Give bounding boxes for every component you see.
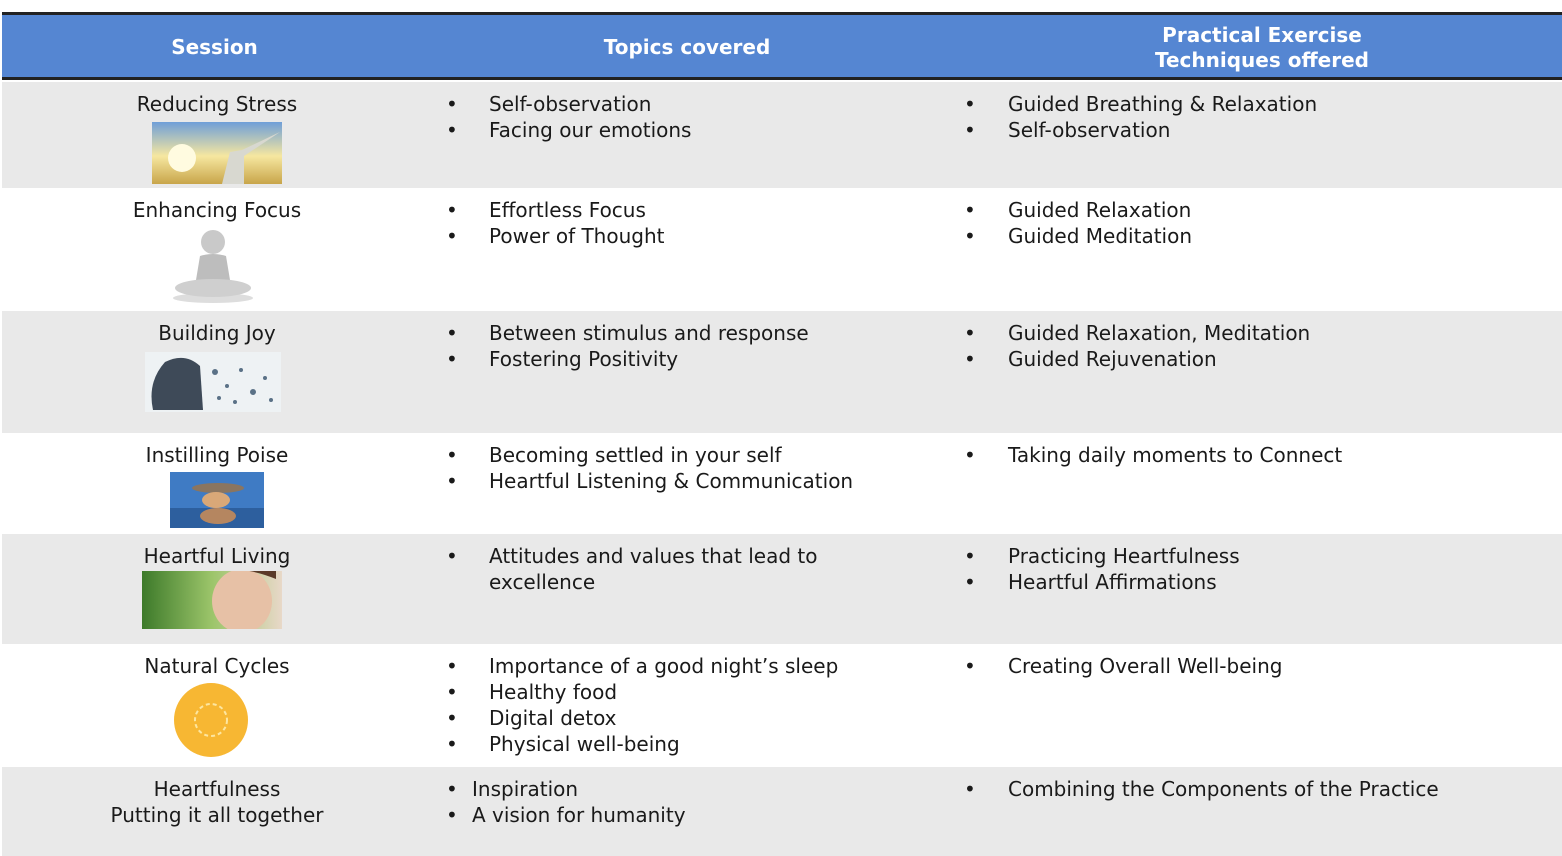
topic-item: Becoming settled in your self [489, 443, 782, 467]
exercise-item: Creating Overall Well-being [1008, 654, 1283, 678]
session-title: Building Joy [158, 321, 276, 345]
exercise-item: Heartful Affirmations [1008, 570, 1217, 594]
bullet: • [964, 198, 976, 222]
bullet: • [964, 224, 976, 248]
bullet: • [446, 347, 458, 371]
topic-item: Between stimulus and response [489, 321, 809, 345]
topic-item: Heartful Listening & Communication [489, 469, 854, 493]
topic-item: Power of Thought [489, 224, 665, 248]
header-cell: Techniques offered [1155, 48, 1369, 72]
topic-item: Physical well-being [489, 732, 680, 756]
image-face [142, 571, 282, 629]
bullet: • [446, 443, 458, 467]
table-row: Instilling Poise • Becoming settled in you… [2, 433, 1562, 534]
image-meditating-figure [173, 230, 253, 303]
topic-item: Attitudes and values that lead to excell… [489, 544, 818, 594]
bullet: • [964, 321, 976, 345]
topic-item: Effortless Focus [489, 198, 646, 222]
session-title: Putting it all together [110, 803, 324, 827]
topic-item: Healthy food [489, 680, 618, 704]
topic-item: A vision for humanity [472, 803, 686, 827]
bullet: • [964, 544, 976, 568]
table-header: Session Topics covered Practical Exercise T… [2, 12, 1562, 80]
table-row: Enhancing Focus • Effortless Focus • Power o… [2, 188, 1562, 311]
topic-item: Inspiration [472, 777, 579, 801]
bullet: • [446, 321, 458, 345]
exercise-item: Guided Meditation [1008, 224, 1193, 248]
exercise-item: Guided Breathing & Relaxation [1008, 92, 1318, 116]
bullet: • [964, 570, 976, 594]
session-title: Heartfulness [153, 777, 281, 801]
topic-item: Facing our emotions [489, 118, 692, 142]
exercise-item: Guided Rejuvenation [1008, 347, 1217, 371]
topic-item: Importance of a good night’s sleep [489, 654, 839, 678]
bullet: • [446, 803, 458, 827]
topic-item: Digital detox [489, 706, 617, 730]
bullet: • [446, 680, 458, 704]
topic-item: Self-observation [489, 92, 652, 116]
session-title: Natural Cycles [144, 654, 290, 678]
bullet: • [446, 92, 458, 116]
bullet: • [964, 443, 976, 467]
bullet: • [964, 777, 976, 801]
exercise-item: Guided Relaxation, Meditation [1008, 321, 1311, 345]
session-title: Instilling Poise [145, 443, 289, 467]
bullet: • [446, 544, 458, 568]
exercise-item: Self-observation [1008, 118, 1171, 142]
header-cell: Session [171, 35, 258, 59]
bullet: • [446, 654, 458, 678]
exercise-item: Guided Relaxation [1008, 198, 1192, 222]
bullet: • [446, 732, 458, 756]
bullet: • [964, 347, 976, 371]
bullet: • [446, 777, 458, 801]
session-title: Heartful Living [143, 544, 291, 568]
header-cell: Practical Exercise [1162, 23, 1362, 47]
exercise-item: Combining the Components of the Practice [1008, 777, 1439, 801]
image-stones [170, 472, 264, 528]
image-head [145, 352, 281, 412]
bullet: • [964, 92, 976, 116]
topic-item: Fostering Positivity [489, 347, 679, 371]
bullet: • [964, 654, 976, 678]
bullet: • [964, 118, 976, 142]
exercise-item: Practicing Heartfulness [1008, 544, 1240, 568]
table-row: Heartfulness Putting it all together • Insp… [2, 767, 1562, 856]
exercise-item: Taking daily moments to Connect [1008, 443, 1343, 467]
bullet: • [446, 118, 458, 142]
table-row: Building Joy • Between stimulus and respon… [2, 311, 1562, 433]
header-cell: Topics covered [603, 35, 771, 59]
image-sunrise [152, 122, 282, 184]
bullet: • [446, 706, 458, 730]
bullet: • [446, 469, 458, 493]
session-title: Reducing Stress [136, 92, 298, 116]
table-row: Natural Cycles • Importance of a good nigh… [2, 644, 1562, 767]
session-title: Enhancing Focus [132, 198, 302, 222]
bullet: • [446, 198, 458, 222]
bullet: • [446, 224, 458, 248]
image-sun [174, 683, 248, 757]
